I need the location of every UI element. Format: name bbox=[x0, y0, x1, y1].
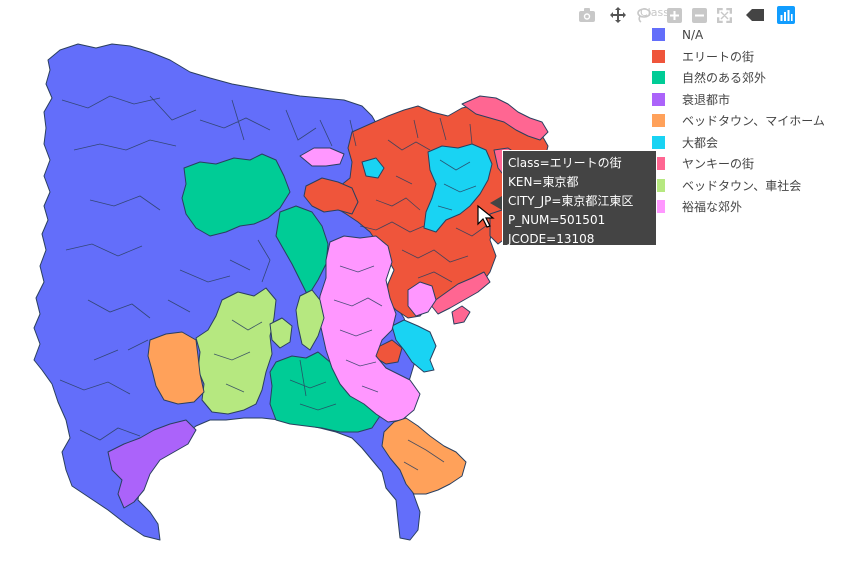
legend-item[interactable]: 自然のある郊外 bbox=[652, 67, 825, 89]
legend-swatch bbox=[652, 71, 665, 85]
region-bedtown-car-small[interactable] bbox=[269, 317, 293, 349]
legend-item[interactable]: 大都会 bbox=[652, 132, 825, 154]
legend-item[interactable]: 衰退都市 bbox=[652, 89, 825, 111]
legend-label: 自然のある郊外 bbox=[682, 71, 767, 86]
legend-label: 裕福な郊外 bbox=[682, 200, 743, 215]
region-wealthy-main[interactable] bbox=[317, 235, 421, 423]
legend-item[interactable]: ベッドタウン、車社会 bbox=[652, 175, 825, 197]
legend-label: ベッドタウン、車社会 bbox=[682, 178, 802, 193]
region-wealthy-north[interactable] bbox=[299, 147, 345, 167]
region-elite-west[interactable] bbox=[303, 177, 359, 215]
region-yankee-bay-isle[interactable] bbox=[451, 305, 471, 325]
tooltip-line-jcode: JCODE=13108 bbox=[508, 232, 595, 246]
legend-label: ヤンキーの街 bbox=[682, 157, 755, 172]
legend-item[interactable]: ベッドタウン、マイホーム bbox=[652, 110, 825, 132]
hover-tooltip: Class=エリートの街 KEN=東京都 CITY_JP=東京都江東区 P_NU… bbox=[502, 150, 657, 246]
region-nature-sagami[interactable] bbox=[275, 205, 329, 297]
region-bigcity-west[interactable] bbox=[361, 157, 385, 179]
autoscale-icon[interactable] bbox=[713, 4, 735, 26]
region-bedtown-home-miura[interactable] bbox=[381, 417, 467, 495]
legend-swatch bbox=[652, 114, 665, 128]
camera-icon[interactable] bbox=[576, 4, 598, 26]
region-wealthy-kawasaki[interactable] bbox=[407, 281, 437, 317]
legend-swatch bbox=[652, 49, 665, 63]
tooltip-line-pnum: P_NUM=501501 bbox=[508, 213, 606, 227]
pan-icon[interactable] bbox=[607, 4, 629, 26]
legend-item[interactable]: エリートの街 bbox=[652, 46, 825, 68]
tooltip-line-city: CITY_JP=東京都江東区 bbox=[508, 194, 634, 208]
region-bedtown-home-west[interactable] bbox=[147, 331, 205, 405]
region-bedtown-car-east[interactable] bbox=[295, 289, 325, 351]
boundaries-south bbox=[213, 265, 445, 471]
tooltip-line-class: Class=エリートの街 bbox=[508, 156, 622, 170]
region-bigcity-yokohama[interactable] bbox=[391, 319, 437, 373]
legend-label: エリートの街 bbox=[682, 49, 755, 64]
boundaries-west bbox=[59, 95, 357, 441]
region-bigcity-tokyo[interactable] bbox=[423, 143, 493, 233]
legend-item[interactable]: N/A bbox=[652, 24, 825, 46]
modebar bbox=[576, 4, 800, 26]
legend-swatch bbox=[652, 135, 665, 149]
region-yankee-north[interactable] bbox=[461, 95, 549, 141]
legend-item[interactable]: ヤンキーの街 bbox=[652, 153, 825, 175]
region-bedtown-car-main[interactable] bbox=[195, 287, 277, 415]
plotly-logo-icon[interactable] bbox=[775, 4, 797, 26]
region-nature-south[interactable] bbox=[269, 351, 381, 433]
boundaries-tokyo bbox=[359, 117, 487, 283]
region-nature-tama[interactable] bbox=[181, 153, 291, 237]
legend-label: 大都会 bbox=[682, 135, 719, 150]
legend-swatch bbox=[652, 92, 665, 106]
legend: Class N/Aエリートの街自然のある郊外衰退都市ベッドタウン、マイホーム大都… bbox=[652, 24, 825, 218]
reset-axes-icon[interactable] bbox=[744, 4, 766, 26]
region-declining[interactable] bbox=[107, 419, 197, 509]
legend-label: N/A bbox=[682, 27, 704, 42]
tooltip-arrow bbox=[490, 196, 502, 210]
zoom-out-icon[interactable] bbox=[688, 4, 710, 26]
lasso-icon[interactable] bbox=[632, 4, 654, 26]
legend-label: 衰退都市 bbox=[682, 92, 731, 107]
tooltip-line-ken: KEN=東京都 bbox=[508, 175, 579, 189]
region-yankee-bay[interactable] bbox=[429, 271, 491, 315]
zoom-in-icon[interactable] bbox=[663, 4, 685, 26]
legend-label: ベッドタウン、マイホーム bbox=[682, 114, 825, 129]
legend-item[interactable]: 裕福な郊外 bbox=[652, 196, 825, 218]
mouse-cursor-icon bbox=[477, 204, 495, 228]
legend-swatch bbox=[652, 28, 665, 42]
